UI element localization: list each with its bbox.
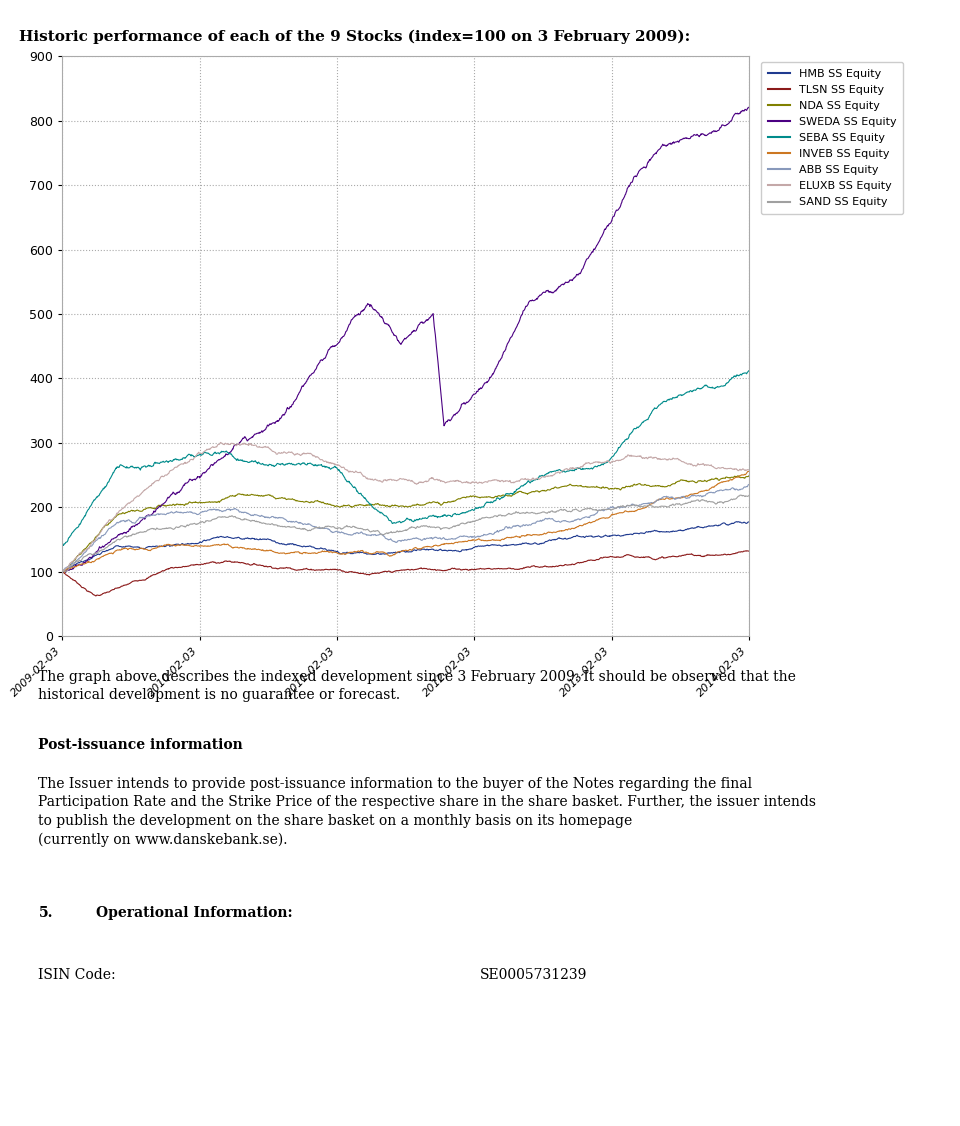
Text: Operational Information:: Operational Information: (96, 906, 293, 920)
Text: The Issuer intends to provide post-issuance information to the buyer of the Note: The Issuer intends to provide post-issua… (38, 777, 816, 847)
Text: ISIN Code:: ISIN Code: (38, 968, 116, 982)
Text: SE0005731239: SE0005731239 (480, 968, 588, 982)
Legend: HMB SS Equity, TLSN SS Equity, NDA SS Equity, SWEDA SS Equity, SEBA SS Equity, I: HMB SS Equity, TLSN SS Equity, NDA SS Eq… (761, 62, 903, 214)
Text: The graph above describes the indexed development since 3 February 2009. It shou: The graph above describes the indexed de… (38, 670, 796, 703)
Text: Post-issuance information: Post-issuance information (38, 738, 243, 751)
Text: 5.: 5. (38, 906, 53, 920)
Text: Historic performance of each of the 9 Stocks (index=100 on 3 February 2009):: Historic performance of each of the 9 St… (19, 29, 690, 44)
